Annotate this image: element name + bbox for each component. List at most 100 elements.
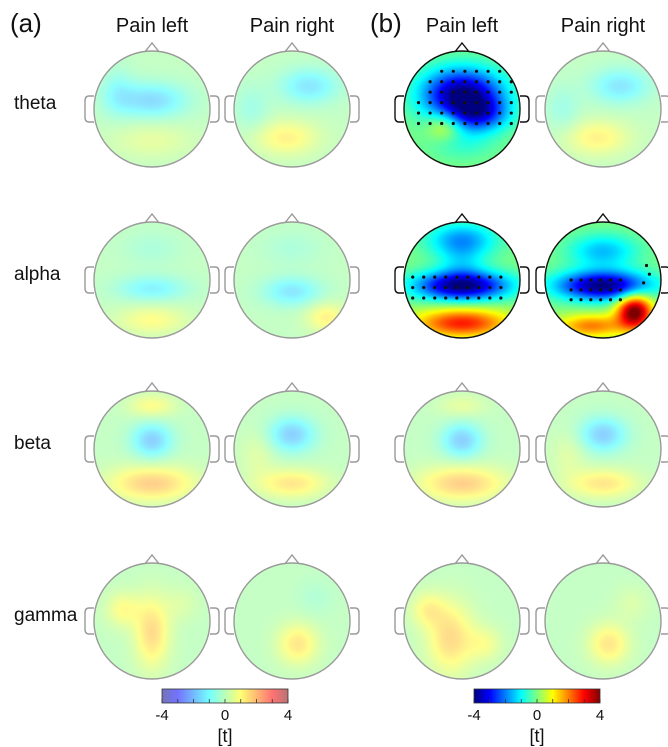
significant-electrode <box>463 90 467 94</box>
scalp-field <box>545 222 661 338</box>
right-ear-outline <box>661 607 668 635</box>
significant-electrode <box>477 296 481 300</box>
significant-electrode <box>416 101 421 105</box>
head-outline <box>403 390 521 508</box>
significant-electrode <box>599 288 603 292</box>
significant-electrode <box>509 111 513 115</box>
head-outline <box>233 221 351 339</box>
panel-label-b: (b) <box>370 8 402 38</box>
head-map-b-gamma-right <box>535 553 668 680</box>
significant-electrode <box>411 275 415 279</box>
significant-electrode <box>486 90 490 94</box>
significant-electrode <box>433 296 437 300</box>
head-outline <box>544 562 662 680</box>
significant-electrode <box>422 285 426 290</box>
left-ear-outline <box>84 95 94 123</box>
significant-electrode <box>498 69 502 73</box>
significant-electrode <box>486 69 490 73</box>
left-ear-outline <box>224 435 234 463</box>
right-ear-outline <box>350 266 360 294</box>
significant-electrode <box>509 101 513 105</box>
significant-electrode <box>608 298 613 302</box>
significant-electrode <box>618 298 623 302</box>
scalp-field <box>94 563 210 679</box>
significant-electrode <box>509 90 513 94</box>
row-label-theta: theta <box>14 93 57 114</box>
nose-outline <box>594 212 612 225</box>
head-maps <box>84 41 668 680</box>
left-ear-outline <box>535 607 545 635</box>
col-title-b-right: Pain right <box>561 15 646 37</box>
significant-electrode <box>498 101 502 105</box>
nose-outline <box>283 41 301 54</box>
significant-electrode <box>498 121 502 126</box>
significant-electrode <box>440 121 444 126</box>
significant-electrode <box>411 285 415 290</box>
row-label-gamma: gamma <box>14 605 78 626</box>
head-outline <box>93 221 211 339</box>
nose-outline <box>143 212 161 225</box>
significant-electrode <box>444 275 448 279</box>
left-ear-outline <box>224 95 234 123</box>
significant-electrode <box>488 296 492 300</box>
left-ear-outline <box>224 266 234 294</box>
significant-electrode <box>474 121 479 126</box>
significant-electrode <box>499 285 503 290</box>
significant-electrode <box>644 263 649 268</box>
head-map-a-beta-right <box>224 381 360 508</box>
colorbar-a: -4 0 4 [t] <box>155 688 292 746</box>
significant-electrode <box>499 296 503 300</box>
significant-electrode <box>488 275 492 279</box>
head-outline <box>544 221 662 339</box>
significant-electrode <box>498 80 502 84</box>
head-map-b-alpha-right <box>535 212 668 339</box>
colorbar-tick-label: 4 <box>284 707 292 724</box>
colorbars: -4 0 4 [t] -4 0 4 [t] <box>155 688 604 746</box>
head-outline <box>403 562 521 680</box>
colorbar-tick-label: -4 <box>467 707 480 724</box>
significant-electrode <box>599 298 603 302</box>
head-map-a-theta-left <box>84 41 220 168</box>
left-ear-outline <box>535 266 545 294</box>
left-ear-outline <box>84 435 94 463</box>
right-ear-outline <box>210 95 220 123</box>
right-ear-outline <box>350 607 360 635</box>
head-outline <box>93 390 211 508</box>
left-ear-outline <box>394 266 404 294</box>
head-map-b-theta-right <box>535 41 668 168</box>
significant-electrode <box>579 298 583 302</box>
significant-electrode <box>474 90 479 94</box>
head-map-a-gamma-right <box>224 553 360 680</box>
colorbar-tick-label: 0 <box>533 707 541 724</box>
significant-electrode <box>463 69 467 73</box>
col-title-b-left: Pain left <box>426 15 499 37</box>
head-map-a-alpha-right <box>224 212 360 339</box>
right-ear-outline <box>210 607 220 635</box>
significant-electrode <box>433 285 437 290</box>
col-title-a-left: Pain left <box>116 15 189 37</box>
head-map-b-beta-right <box>535 381 668 508</box>
right-ear-outline <box>350 95 360 123</box>
nose-outline <box>453 41 471 54</box>
significant-electrode <box>455 296 459 300</box>
significant-electrode <box>455 275 459 279</box>
significant-electrode <box>428 101 432 105</box>
left-ear-outline <box>394 435 404 463</box>
significant-electrode <box>477 285 481 290</box>
significant-electrode <box>579 278 583 282</box>
significant-electrode <box>451 101 455 105</box>
colorbar-tick-label: 4 <box>596 707 604 724</box>
significant-electrode <box>474 111 479 115</box>
nose-outline <box>283 212 301 225</box>
significant-electrode <box>463 80 467 84</box>
head-map-b-alpha-left <box>394 212 530 339</box>
head-map-b-theta-left <box>394 41 530 168</box>
significant-electrode <box>474 69 479 73</box>
right-ear-outline <box>661 266 668 294</box>
significant-electrode <box>422 275 426 279</box>
scalp-field <box>234 222 350 338</box>
head-map-a-gamma-left <box>84 553 220 680</box>
significant-electrode <box>440 90 444 94</box>
significant-electrode <box>416 111 421 115</box>
significant-electrode <box>569 288 573 292</box>
